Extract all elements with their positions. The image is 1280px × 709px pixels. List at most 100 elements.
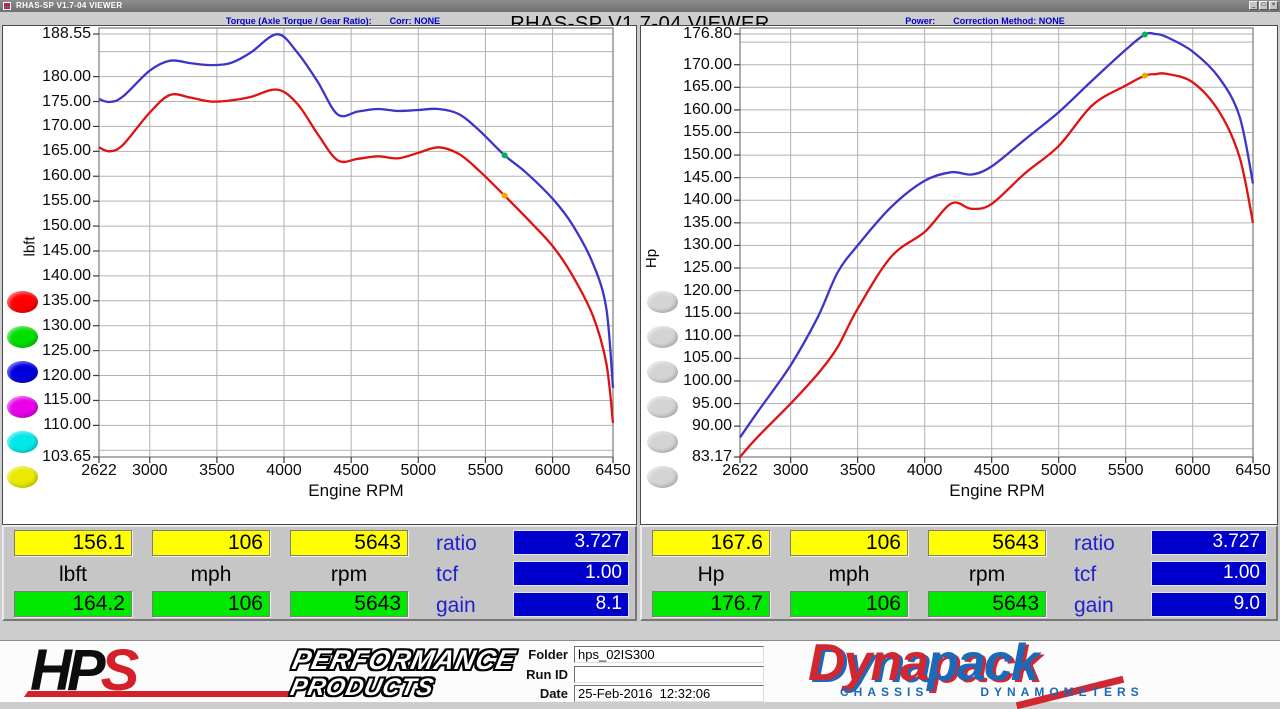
x-tick-label: 5000	[400, 462, 437, 479]
gain-value-box: 9.0	[1151, 592, 1267, 617]
run-select-button-5[interactable]	[7, 431, 38, 453]
y-tick-label: 135.00	[42, 291, 91, 309]
run-select-button-6[interactable]	[7, 466, 38, 488]
cursor-value-box: 106	[790, 591, 908, 617]
y-tick-label: 115.00	[43, 391, 91, 409]
torque-correction-label: Corr: NONE	[389, 16, 441, 26]
cursor-value-box: 5643	[290, 591, 408, 617]
cursor-value-box: 106	[152, 591, 270, 617]
dynapack-chassis-text: CHASSIS	[840, 685, 929, 699]
y-tick-label: 160.00	[683, 100, 732, 118]
app-icon	[3, 2, 11, 10]
run-select-button-1[interactable]	[7, 291, 38, 313]
x-tick-label: 3500	[839, 462, 876, 479]
power-chart-header: Power: Correction Method: NONE	[905, 16, 1065, 26]
unit-label: mph	[828, 563, 870, 586]
run-select-button-5[interactable]	[647, 431, 678, 453]
torque-chart-panel[interactable]	[2, 25, 637, 525]
run-select-button-6[interactable]	[647, 466, 678, 488]
window-title: RHAS-SP V1.7-04 VIEWER	[16, 1, 123, 10]
y-tick-label: 120.00	[683, 281, 732, 299]
power-readout-panel: 167.6 106 5643 Hp mph rpm 176.7 106 5643 ratio 3.7…	[640, 525, 1278, 621]
cursor-value-box: 167.6	[652, 530, 770, 556]
unit-label: rpm	[968, 563, 1006, 586]
y-tick-label: 188.55	[42, 25, 91, 42]
date-input[interactable]	[574, 685, 764, 702]
y-tick-label: 135.00	[683, 213, 732, 231]
run-select-button-4[interactable]	[647, 396, 678, 418]
y-tick-label: 175.00	[42, 92, 91, 110]
x-tick-label: 3000	[772, 462, 809, 479]
x-tick-label: 5500	[1107, 462, 1144, 479]
y-tick-label: 125.00	[683, 259, 732, 277]
y-tick-label: 176.80	[683, 25, 732, 42]
run-select-button-2[interactable]	[647, 326, 678, 348]
y-tick-label: 103.65	[42, 448, 91, 465]
y-tick-label: 140.00	[42, 266, 91, 284]
gain-label: gain	[1074, 594, 1114, 617]
power-x-axis-label: Engine RPM	[949, 481, 1045, 500]
y-tick-label: 95.00	[691, 394, 732, 412]
x-tick-label: 6450	[1235, 462, 1271, 479]
run-select-button-2[interactable]	[7, 326, 38, 348]
run-select-button-4[interactable]	[7, 396, 38, 418]
hps-logo: HPS PERFORMANCE PRODUCTS	[22, 638, 519, 703]
run-select-button-3[interactable]	[647, 361, 678, 383]
power-chart-panel[interactable]	[640, 25, 1278, 525]
torque-y-axis-label: lbft	[21, 236, 39, 257]
y-tick-label: 105.00	[683, 349, 732, 367]
y-tick-label: 170.00	[42, 117, 91, 135]
page-title: RHAS-SP V1.7-04 VIEWER	[510, 13, 770, 25]
run-select-button-3[interactable]	[7, 361, 38, 383]
y-tick-label: 180.00	[42, 67, 91, 85]
y-tick-label: 140.00	[683, 191, 732, 209]
y-tick-label: 115.00	[684, 304, 732, 322]
date-label: Date	[539, 686, 568, 701]
x-tick-label: 3000	[131, 462, 168, 479]
y-tick-label: 130.00	[42, 316, 91, 334]
x-tick-label: 3500	[199, 462, 235, 479]
tcf-label: tcf	[1074, 563, 1097, 586]
maximize-button[interactable]: □	[1259, 1, 1268, 10]
run-id-input[interactable]	[574, 666, 764, 683]
cursor-value-box: 5643	[290, 530, 408, 556]
torque-readout-panel: 156.1 106 5643 lbft mph rpm 164.2 106 5643 ratio 3…	[2, 525, 637, 621]
ratio-value-box: 3.727	[1151, 530, 1267, 555]
y-tick-label: 110.00	[43, 416, 91, 434]
y-tick-label: 120.00	[42, 366, 91, 384]
bottom-strip	[0, 621, 1280, 640]
window-titlebar: RHAS-SP V1.7-04 VIEWER _ □ ×	[0, 0, 1280, 12]
torque-chart-header: Torque (Axle Torque / Gear Ratio): Corr: …	[226, 16, 440, 26]
y-tick-label: 165.00	[683, 78, 732, 96]
ratio-value-box: 3.727	[513, 530, 629, 555]
run-select-button-1[interactable]	[647, 291, 678, 313]
power-correction-label: Correction Method: NONE	[953, 16, 1065, 26]
x-tick-label: 5000	[1040, 462, 1077, 479]
cursor-value-box: 106	[152, 530, 270, 556]
folder-input[interactable]	[574, 646, 764, 663]
minimize-button[interactable]: _	[1249, 1, 1258, 10]
cursor-value-box: 5643	[928, 530, 1046, 556]
caption-strip: RHAS-SP V1.7-04 VIEWER	[0, 12, 1280, 25]
power-y-axis-label: Hp	[643, 248, 661, 269]
unit-label: lbft	[58, 563, 87, 586]
y-tick-label: 165.00	[42, 142, 91, 160]
cursor-value-box: 106	[790, 530, 908, 556]
y-tick-label: 90.00	[691, 417, 732, 435]
cursor-value-box: 156.1	[14, 530, 132, 556]
y-tick-label: 130.00	[683, 236, 732, 254]
close-button[interactable]: ×	[1269, 1, 1278, 10]
y-tick-label: 100.00	[683, 371, 732, 389]
y-tick-label: 83.17	[691, 448, 732, 465]
unit-label: Hp	[697, 563, 725, 586]
y-tick-label: 170.00	[683, 55, 732, 73]
cursor-value-box: 176.7	[652, 591, 770, 617]
cursor-value-box: 5643	[928, 591, 1046, 617]
unit-label: mph	[190, 563, 232, 586]
tcf-label: tcf	[436, 563, 459, 586]
power-header-label: Power:	[905, 16, 936, 26]
y-tick-label: 110.00	[684, 326, 732, 344]
x-tick-label: 2622	[81, 462, 117, 479]
x-tick-label: 4500	[973, 462, 1010, 479]
